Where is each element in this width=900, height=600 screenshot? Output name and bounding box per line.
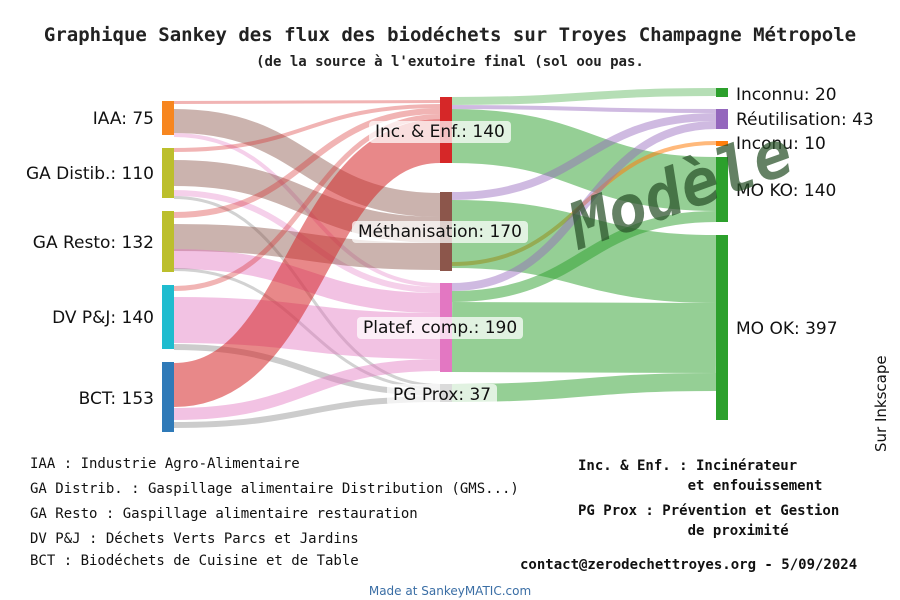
node-iaa	[162, 101, 174, 135]
flow-inc-to-reut	[451, 105, 717, 113]
flow-bct-to-plat	[173, 359, 441, 420]
node-label-mo-ok: MO OK: 397	[736, 319, 838, 339]
legend-left-item: DV P&J : Déchets Verts Parcs et Jardins	[30, 531, 359, 547]
node-label-inc-enf: Inc. & Enf.: 140	[369, 121, 511, 143]
node-label-bct: BCT: 153	[78, 389, 154, 409]
node-moko	[716, 157, 728, 222]
flow-gar-to-pg	[173, 268, 441, 390]
flow-plat-to-reut	[451, 121, 717, 291]
legend-right-item: PG Prox : Prévention et Gestion	[578, 503, 840, 519]
node-label-ga-resto: GA Resto: 132	[32, 233, 154, 253]
node-label-pg-prox: PG Prox: 37	[387, 384, 498, 406]
legend-right-item: Inc. & Enf. : Incinérateur	[578, 458, 798, 474]
legend-left-item: GA Distrib. : Gaspillage alimentaire Dis…	[30, 481, 519, 497]
flow-iaa-to-inc	[173, 100, 441, 104]
legend-left-item: BCT : Biodéchets de Cuisine et de Table	[30, 553, 359, 569]
node-inconu	[716, 141, 728, 146]
legend-right-item: de proximité	[578, 523, 789, 539]
side-label: Sur Inkscape	[872, 355, 890, 452]
node-dv	[162, 285, 174, 349]
node-reut	[716, 109, 728, 129]
legend-right-item: et enfouissement	[578, 478, 823, 494]
flow-inc-to-inconnu	[451, 88, 717, 105]
node-inconnu	[716, 88, 728, 97]
legend-left-item: IAA : Industrie Agro-Alimentaire	[30, 456, 300, 472]
flow-iaa-to-plat	[173, 133, 441, 287]
node-gar	[162, 211, 174, 272]
node-gad	[162, 148, 174, 198]
node-label-methanisation: Méthanisation: 170	[352, 221, 528, 243]
node-mook	[716, 235, 728, 420]
node-label-iaa: IAA: 75	[92, 109, 154, 129]
node-bct	[162, 362, 174, 432]
footer-credit: Made at SankeyMATIC.com	[368, 584, 532, 598]
chart-subtitle: (de la source à l'exutoire final (sol oo…	[256, 54, 644, 70]
node-label-platef-comp: Platef. comp.: 190	[357, 317, 524, 339]
node-label-inconnu: Inconnu: 20	[736, 85, 837, 105]
contact-date: contact@zerodechettroyes.org - 5/09/2024	[520, 557, 858, 573]
node-label-reutilisation: Réutilisation: 43	[736, 110, 874, 130]
node-label-mo-ko: MO KO: 140	[736, 181, 837, 201]
flow-gad-to-inc	[173, 104, 441, 152]
flow-iaa-to-meth	[173, 109, 441, 217]
chart-title: Graphique Sankey des flux des biodéchets…	[43, 24, 857, 46]
flow-meth-to-reut	[451, 113, 717, 200]
flow-plat-to-moko	[451, 211, 717, 302]
legend-left-item: GA Resto : Gaspillage alimentaire restau…	[30, 506, 418, 522]
flow-gar-to-inc	[173, 108, 441, 218]
node-label-dv-pj: DV P&J: 140	[52, 308, 154, 328]
node-label-inconu: Inconu: 10	[736, 134, 826, 154]
flow-bct-to-inc	[172, 119, 442, 407]
node-label-ga-distrib: GA Distib.: 110	[25, 164, 154, 184]
